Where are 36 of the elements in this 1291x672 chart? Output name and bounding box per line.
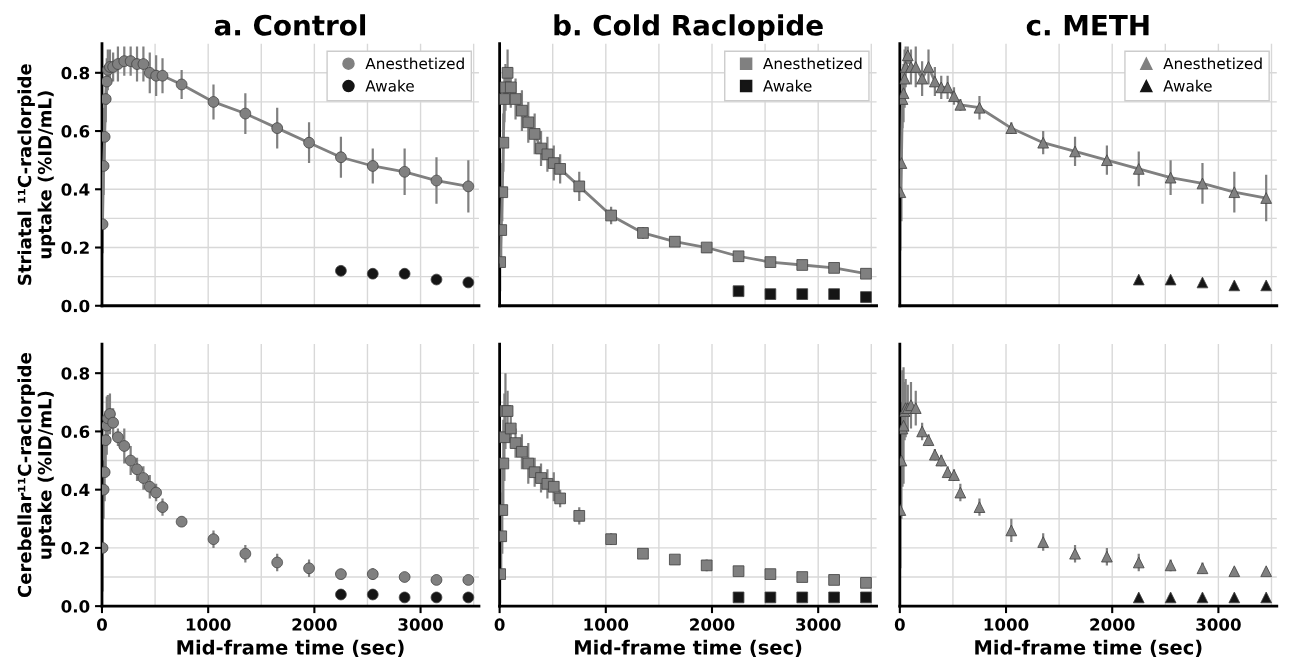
y-tick-label: 0.2: [61, 541, 89, 555]
y-tick-label: 0.8: [61, 66, 90, 80]
chart-title: b. Cold Raclopide: [554, 14, 823, 42]
x-axis-title: Mid-frame time (sec): [575, 639, 802, 657]
legend-label: Awake: [365, 79, 414, 92]
legend-label: Anesthetized: [365, 57, 464, 70]
y-tick-label: 0.6: [61, 125, 90, 138]
y-tick-label: 0.2: [61, 241, 89, 255]
x-tick-label: 3000: [398, 618, 443, 631]
y-tick-label: 0.4: [61, 183, 90, 196]
legend-label: Anesthetized: [763, 57, 862, 70]
y-tick-label: 0.0: [61, 299, 90, 313]
chart-title: c. METH: [1026, 15, 1149, 36]
x-tick-label: 3000: [1196, 618, 1241, 631]
y-axis-title: Cerebellar¹¹C-raclorpide uptake (%ID/mL): [17, 353, 56, 598]
y-tick-label: 0.4: [61, 483, 90, 497]
x-tick-label: 1000: [186, 618, 231, 631]
legend-label: Awake: [763, 79, 812, 92]
y-axis-title: Striatal ¹¹C-raclorpide uptake (%ID/mL): [17, 64, 56, 285]
legend-label: Awake: [1163, 79, 1212, 92]
chart-title: a. Control: [214, 14, 366, 36]
x-tick-label: 1000: [584, 618, 629, 631]
x-tick-label: 1000: [984, 618, 1029, 631]
x-tick-label: 3000: [796, 618, 841, 631]
x-axis-title: Mid-frame time (sec): [975, 639, 1202, 657]
x-tick-label: 0: [96, 618, 107, 631]
x-tick-label: 0: [494, 618, 505, 631]
legend-label: Anesthetized: [1163, 57, 1262, 70]
y-tick-label: 0.8: [61, 367, 90, 380]
x-tick-label: 2000: [690, 618, 735, 631]
x-tick-label: 0: [894, 618, 905, 631]
y-tick-label: 0.0: [61, 600, 90, 613]
x-tick-label: 2000: [1090, 618, 1135, 631]
y-tick-label: 0.6: [61, 425, 90, 438]
x-axis-title: Mid-frame time (sec): [177, 639, 404, 657]
x-tick-label: 2000: [292, 618, 337, 631]
